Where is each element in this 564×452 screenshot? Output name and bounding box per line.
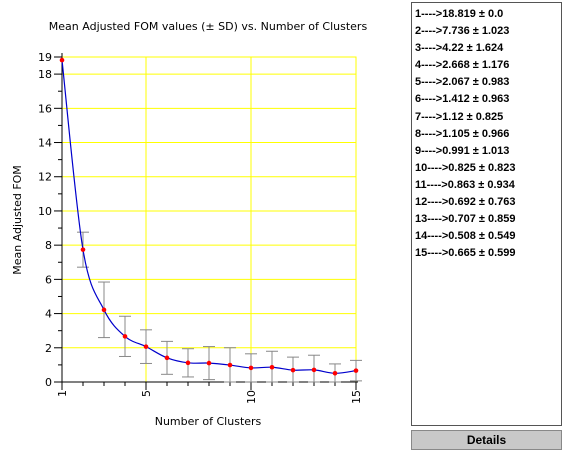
result-item[interactable]: 14---->0.508 ± 0.549	[415, 230, 516, 243]
data-point	[80, 247, 86, 252]
y-tick-label: 14	[38, 137, 52, 150]
result-item[interactable]: 8---->1.105 ± 0.966	[415, 127, 510, 140]
data-point	[332, 371, 338, 376]
data-point	[311, 367, 317, 373]
chart-title: Mean Adjusted FOM values (± SD) vs. Numb…	[49, 20, 368, 33]
y-tick-label: 8	[45, 239, 52, 252]
fom-chart: Mean Adjusted FOM values (± SD) vs. Numb…	[11, 20, 368, 428]
details-button[interactable]: Details	[411, 430, 562, 450]
result-item[interactable]: 15---->0.665 ± 0.599	[415, 247, 516, 260]
data-point	[353, 368, 359, 373]
y-tick-label: 2	[45, 342, 52, 355]
data-point	[59, 57, 65, 63]
data-point	[206, 360, 212, 366]
x-tick-label: 15	[350, 390, 363, 404]
plot-frame	[61, 56, 357, 383]
result-item[interactable]: 7---->1.12 ± 0.825	[415, 110, 504, 123]
y-tick-label: 10	[38, 205, 52, 218]
data-point	[122, 334, 128, 339]
data-point	[143, 344, 149, 349]
result-item[interactable]: 1---->18.819 ± 0.0	[415, 8, 504, 20]
series-line	[61, 60, 357, 374]
mean-fom-line	[61, 60, 357, 374]
data-points	[59, 57, 359, 376]
result-item[interactable]: 9---->0.991 ± 1.013	[415, 144, 510, 157]
data-point	[164, 355, 170, 361]
y-tick-label: 18	[38, 68, 52, 81]
x-axis-label: Number of Clusters	[155, 415, 262, 428]
result-item[interactable]: 12---->0.692 ± 0.763	[415, 196, 516, 209]
result-item[interactable]: 13---->0.707 ± 0.859	[415, 213, 516, 226]
x-tick-label: 1	[56, 390, 69, 397]
result-item[interactable]: 2---->7.736 ± 1.023	[415, 25, 510, 38]
result-item[interactable]: 3---->4.22 ± 1.624	[415, 42, 504, 55]
data-point	[101, 307, 107, 313]
y-tick-label: 16	[38, 102, 52, 115]
data-point	[185, 360, 191, 366]
result-item[interactable]: 10---->0.825 ± 0.823	[415, 161, 516, 174]
y-tick-label: 6	[45, 273, 52, 286]
grid	[61, 56, 357, 383]
error-bars	[77, 231, 362, 383]
result-item[interactable]: 11---->0.863 ± 0.934	[415, 178, 515, 191]
y-axis-label: Mean Adjusted FOM	[11, 165, 24, 275]
results-list-panel[interactable]: 1---->18.819 ± 0.0 2---->7.736 ± 1.023 3--…	[411, 2, 562, 426]
x-tick-label: 5	[140, 390, 153, 397]
result-item[interactable]: 4---->2.668 ± 1.176	[415, 59, 510, 72]
data-point	[227, 362, 233, 368]
data-point	[269, 364, 275, 370]
data-point	[290, 367, 296, 373]
y-tick-label: 12	[38, 171, 52, 184]
results-list: 1---->18.819 ± 0.0 2---->7.736 ± 1.023 3--…	[412, 3, 561, 262]
y-tick-label: 0	[45, 376, 52, 389]
data-point	[248, 365, 254, 371]
y-tick-label: 4	[45, 308, 52, 321]
x-tick-label: 10	[245, 390, 258, 404]
result-item[interactable]: 6---->1.412 ± 0.963	[415, 93, 510, 106]
result-item[interactable]: 5---->2.067 ± 0.983	[415, 76, 510, 89]
y-tick-label: 19	[38, 51, 52, 64]
